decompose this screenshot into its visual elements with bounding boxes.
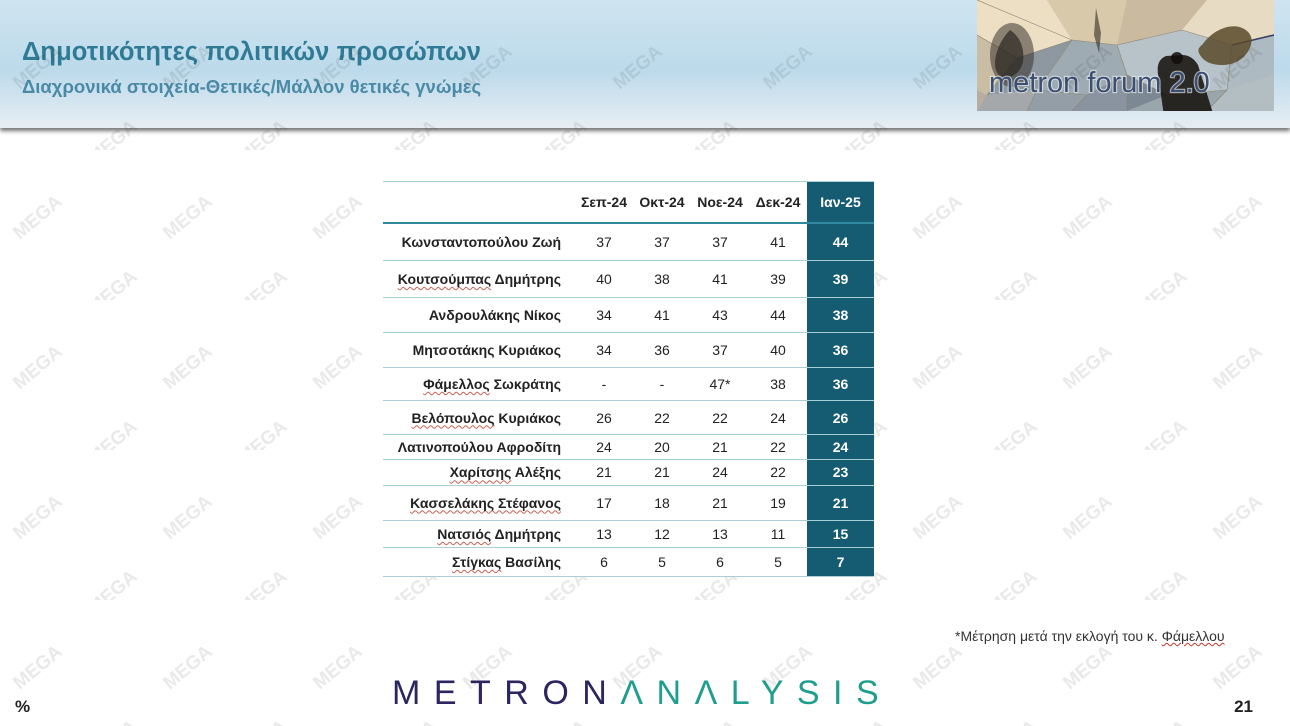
svg-text:metron forum 2.0: metron forum 2.0 xyxy=(989,67,1210,99)
